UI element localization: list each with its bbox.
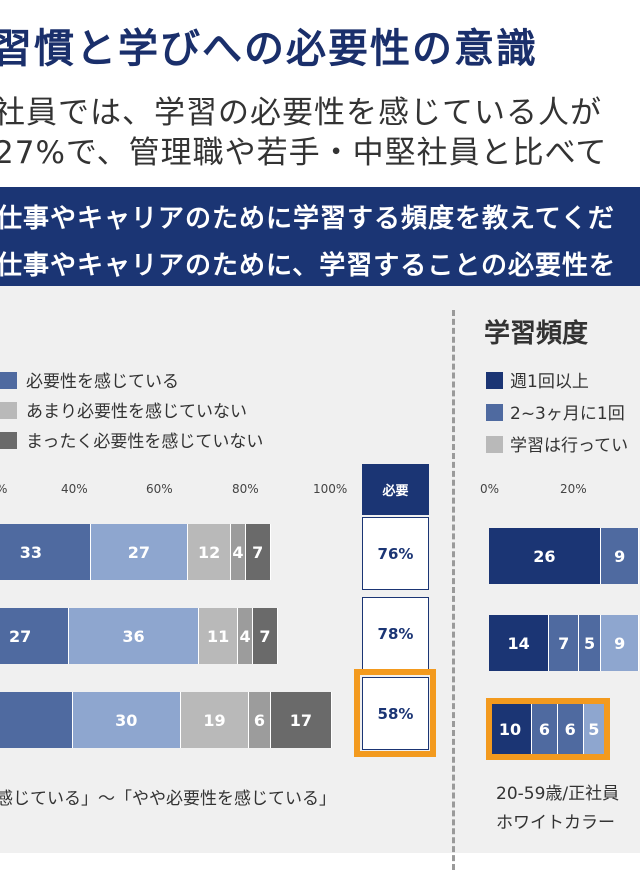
right-bar-segment: 9	[600, 615, 640, 671]
legend-swatch-weekly	[486, 372, 503, 389]
left-bar-segment: 33	[0, 524, 91, 580]
left-tick-label: 60%	[146, 482, 173, 496]
right-bar-segment: 6	[532, 701, 558, 757]
right-footnote-line-2: ホワイトカラー	[496, 813, 615, 833]
left-bar-segment: 27	[90, 524, 188, 580]
left-tick-label: %	[0, 482, 7, 496]
left-bar-segment: 36	[69, 608, 199, 664]
need-value-row-1: 76%	[362, 517, 429, 590]
right-bar-row-2: 14 7 5 9	[489, 615, 640, 671]
frequency-highlight-box	[486, 698, 610, 760]
right-bar-row-3: 10 6 6 5	[489, 701, 640, 757]
legend-label-bimonthly: 2~3ヶ月に1回	[510, 404, 625, 424]
left-bar-segment: 17	[270, 692, 332, 748]
subtitle-line-1: 社員では、学習の必要性を感じている人が	[0, 95, 602, 131]
left-bar-row-3: 30 19 6 17	[0, 692, 332, 748]
right-bar-segment: 26	[489, 528, 601, 584]
legend-swatch-not-much	[0, 402, 17, 419]
need-header: 必要	[362, 464, 429, 515]
banner-line-2: 仕事やキャリアのために、学習することの必要性を	[0, 251, 616, 281]
legend-label-need: 必要性を感じている	[26, 372, 179, 392]
legend-swatch-bimonthly	[486, 404, 503, 421]
left-bar-segment: 4	[238, 608, 253, 664]
need-value-row-3: 58%	[362, 677, 429, 750]
frequency-title: 学習頻度	[484, 319, 589, 349]
legend-label-weekly: 週1回以上	[510, 372, 589, 392]
need-highlight-box	[354, 669, 436, 757]
legend-swatch-need	[0, 372, 17, 389]
left-bar-segment	[0, 692, 73, 748]
need-value-row-2: 78%	[362, 597, 429, 670]
right-bar-segment: 9	[600, 528, 640, 584]
legend-swatch-not-at-all	[0, 432, 17, 449]
question-banner	[0, 187, 640, 286]
left-bar-segment: 7	[245, 524, 271, 580]
left-bar-segment: 6	[249, 692, 271, 748]
legend-swatch-none	[486, 436, 503, 453]
left-bar-segment: 30	[72, 692, 181, 748]
right-bar-segment: 5	[579, 615, 601, 671]
left-bar-segment: 19	[180, 692, 250, 748]
legend-label-none: 学習は行ってい	[510, 436, 629, 456]
legend-label-not-much: あまり必要性を感じていない	[26, 402, 247, 422]
right-footnote-line-1: 20-59歳/正社員	[496, 784, 620, 804]
page-title: 習慣と学びへの必要性の意識	[0, 26, 538, 72]
left-bar-segment: 27	[0, 608, 70, 664]
right-tick-label: 0%	[480, 482, 500, 496]
left-bar-row-1: 33 27 12 4 7	[0, 524, 332, 580]
left-tick-label: 80%	[232, 482, 259, 496]
left-bar-segment: 12	[188, 524, 232, 580]
left-bar-segment: 11	[198, 608, 239, 664]
left-bar-segment: 7	[252, 608, 278, 664]
left-tick-label: 100%	[313, 482, 348, 496]
subtitle-line-2: 27%で、管理職や若手・中堅社員と比べて	[0, 135, 608, 171]
right-bar-segment: 7	[549, 615, 580, 671]
right-bar-segment: 6	[557, 701, 584, 757]
section-divider	[452, 310, 455, 870]
left-bar-segment: 4	[231, 524, 246, 580]
banner-line-1: 仕事やキャリアのために学習する頻度を教えてくだ	[0, 204, 615, 234]
left-bar-row-2: 27 36 11 4 7	[0, 608, 332, 664]
right-bar-row-1: 26 9	[489, 528, 640, 584]
left-tick-label: 40%	[61, 482, 88, 496]
right-bar-segment: 14	[489, 615, 550, 671]
left-footnote: 感じている」〜「やや必要性を感じている」	[0, 789, 336, 809]
right-bar-segment: 10	[489, 701, 532, 757]
right-tick-label: 20%	[560, 482, 587, 496]
legend-label-not-at-all: まったく必要性を感じていない	[26, 432, 264, 452]
